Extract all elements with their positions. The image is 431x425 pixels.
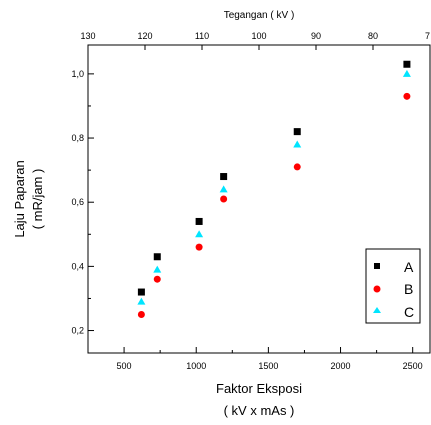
x-tick-label: 2500 [403, 361, 423, 371]
top-tick-label: 120 [137, 31, 152, 41]
x-tick-label: 1000 [186, 361, 206, 371]
top-axis-title: Tegangan ( kV ) [224, 10, 295, 21]
top-axis-ticks: 130 120 110 100 90 80 7 [80, 31, 431, 50]
point-b [220, 195, 228, 203]
x-tick-label: 500 [117, 361, 132, 371]
x-tick-label: 1500 [258, 361, 278, 371]
x-axis-ticks: 500 1000 1500 2000 2500 [87, 347, 423, 371]
y-axis-ticks: 0,2 0,4 0,6 0,8 1,0 [71, 69, 94, 336]
x-axis-unit: ( kV x mAs ) [224, 403, 295, 418]
point-a [195, 217, 203, 225]
y-tick-label: 0,2 [71, 326, 84, 336]
point-a [293, 128, 301, 136]
legend-label-a: A [404, 259, 414, 275]
top-tick-label: 90 [311, 31, 321, 41]
y-tick-label: 0,8 [71, 133, 84, 143]
point-b [137, 311, 145, 318]
point-c [402, 69, 411, 77]
point-b [403, 92, 411, 100]
data-points [137, 60, 411, 318]
legend-marker-b [373, 285, 381, 293]
point-b [195, 243, 203, 251]
point-a [153, 253, 161, 261]
legend-label-c: C [404, 304, 414, 320]
point-b [153, 275, 161, 283]
y-axis-unit: ( mR/jam ) [30, 169, 45, 230]
y-tick-label: 1,0 [71, 69, 84, 79]
point-a [137, 288, 145, 296]
x-tick-label: 2000 [331, 361, 351, 371]
point-c [137, 297, 146, 305]
point-c [219, 185, 228, 193]
legend-marker-c [373, 307, 381, 313]
legend-marker-a [374, 263, 380, 269]
legend: A B C [365, 248, 421, 324]
point-c [153, 265, 162, 273]
top-tick-label: 110 [195, 31, 209, 41]
top-tick-label: 130 [80, 31, 95, 41]
point-a [403, 60, 411, 68]
top-tick-label: 100 [251, 31, 266, 41]
legend-label-b: B [404, 281, 413, 297]
y-tick-label: 0,6 [71, 197, 84, 207]
top-tick-label: 80 [368, 31, 378, 41]
point-a [220, 173, 228, 181]
y-tick-label: 0,4 [71, 261, 84, 271]
y-axis-title: Laju Paparan [12, 160, 27, 237]
point-c [195, 230, 204, 238]
point-c [293, 140, 302, 148]
x-axis-title: Faktor Eksposi [216, 381, 302, 396]
top-tick-label: 7 [425, 31, 430, 41]
point-b [293, 163, 301, 171]
